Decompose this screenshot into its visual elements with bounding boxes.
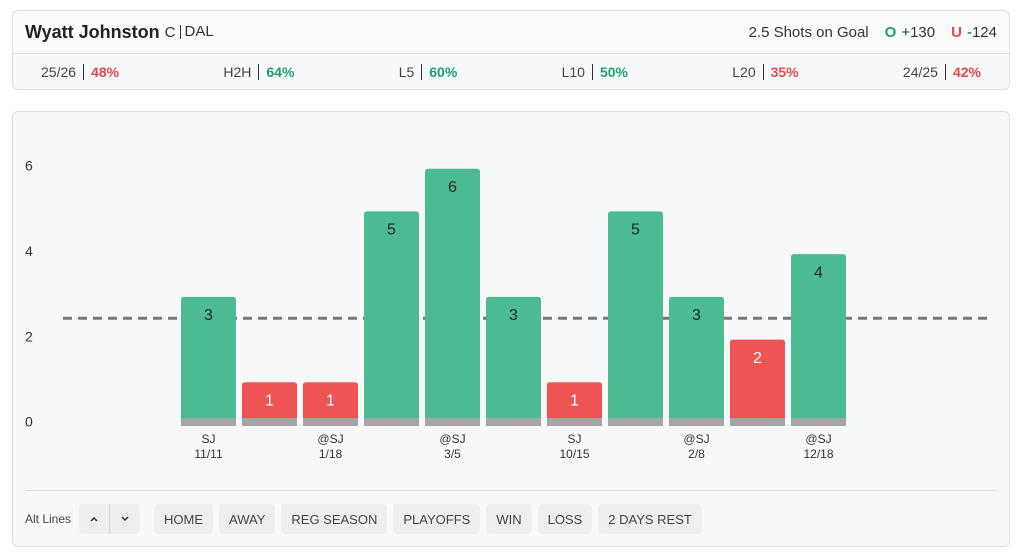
filter-button[interactable]: HOME [154, 504, 214, 534]
bar [486, 296, 541, 425]
stat-value: 48% [91, 64, 120, 80]
bar-base [303, 418, 358, 426]
value-label: 2 [753, 350, 762, 367]
bar-base [791, 418, 846, 426]
bar [181, 296, 236, 425]
value-label: 1 [570, 393, 579, 410]
x-tick-label: @SJ [805, 432, 831, 446]
chevron-up-icon [90, 516, 98, 522]
x-tick-date: 11/11 [194, 447, 223, 461]
under-odds[interactable]: -124 [966, 23, 997, 41]
bar-base [669, 418, 724, 426]
stat-label: L5 [399, 64, 423, 80]
bar [669, 296, 724, 425]
title-row: Wyatt Johnston C DAL 2.5 Shots on Goal O… [13, 11, 1009, 54]
team: DAL [179, 24, 214, 39]
player-name: Wyatt Johnston [25, 21, 160, 42]
bar [242, 382, 297, 425]
bar [425, 168, 480, 425]
value-label: 1 [326, 393, 335, 410]
filter-button[interactable]: AWAY [219, 504, 276, 534]
bar-base [730, 418, 785, 426]
value-label: 3 [692, 307, 701, 324]
bar-base [364, 418, 419, 426]
x-tick-date: 2/8 [688, 447, 705, 461]
position: C [164, 23, 176, 41]
prop-line: 2.5 Shots on Goal [748, 23, 869, 41]
x-tick-date: 12/18 [803, 447, 833, 461]
bar [608, 211, 663, 425]
value-label: 3 [204, 307, 213, 324]
x-tick-label: SJ [201, 432, 215, 446]
value-label: 3 [509, 307, 518, 324]
filter-button[interactable]: LOSS [537, 504, 593, 534]
over-odds[interactable]: +130 [901, 23, 936, 41]
bar [547, 382, 602, 425]
x-tick-date: 1/18 [319, 447, 343, 461]
x-tick-label: @SJ [317, 432, 343, 446]
x-tick-label: @SJ [439, 432, 465, 446]
stat: 24/25 42% [903, 64, 981, 80]
bar-base [486, 418, 541, 426]
filter-button[interactable]: PLAYOFFS [393, 504, 481, 534]
filters: HOME AWAY REG SEASON PLAYOFFS WIN LOSS 2 DAYS … [154, 504, 708, 534]
prop-header: Wyatt Johnston C DAL 2.5 Shots on Goal O… [12, 10, 1010, 90]
stat: H2H 64% [223, 64, 294, 80]
value-label: 5 [631, 222, 640, 239]
filter-button[interactable]: 2 DAYS REST [598, 504, 702, 534]
bar-base [425, 418, 480, 426]
stat-value: 35% [770, 64, 799, 80]
y-tick-label: 6 [25, 157, 33, 173]
filter-button[interactable]: WIN [486, 504, 532, 534]
bar-base [181, 418, 236, 426]
stat-label: H2H [223, 64, 260, 80]
stat: L20 35% [732, 64, 799, 80]
stat: 25/26 48% [41, 64, 119, 80]
stat: L5 60% [399, 64, 458, 80]
alt-lines-label: Alt Lines [25, 512, 72, 526]
chart-card: 0 2 4 6 3 SJ 11/11 1 1 @SJ 1/18 5 6 @SJ 3/5 3 1 SJ 10/15 5 3… [12, 111, 1010, 547]
y-tick-label: 0 [25, 414, 33, 430]
y-tick-label: 4 [25, 243, 33, 259]
stats-row: 25/26 48% H2H 64% L5 60% L10 50% L20 35% 24/25 42% [41, 61, 981, 83]
alt-line-down[interactable] [110, 504, 141, 534]
stat-value: 60% [429, 64, 458, 80]
stat-label: L10 [562, 64, 593, 80]
over-label: O [884, 23, 897, 41]
bar [364, 211, 419, 425]
bar [730, 339, 785, 425]
value-label: 6 [448, 179, 457, 196]
filter-button[interactable]: REG SEASON [281, 504, 388, 534]
x-tick-date: 3/5 [444, 447, 461, 461]
value-label: 4 [814, 264, 823, 281]
prop: 2.5 Shots on Goal O +130 U -124 [749, 24, 997, 41]
stat-value: 50% [599, 64, 628, 80]
x-tick-label: SJ [567, 432, 581, 446]
alt-line-up[interactable] [79, 504, 111, 534]
value-label: 1 [265, 393, 274, 410]
stat: L10 50% [562, 64, 628, 80]
x-tick-date: 10/15 [559, 447, 589, 461]
stat-label: 24/25 [903, 64, 946, 80]
chevron-down-icon [121, 516, 129, 522]
bar [791, 254, 846, 425]
bar-base [547, 418, 602, 426]
bar-base [242, 418, 297, 426]
x-tick-label: @SJ [683, 432, 709, 446]
filter-bar: Alt Lines HOME AWAY REG SEASON PLAYOFFS WIN L… [25, 490, 997, 547]
stat-label: 25/26 [41, 64, 85, 80]
bar [303, 382, 358, 425]
stat-value: 42% [952, 64, 981, 80]
under-label: U [951, 23, 962, 41]
value-label: 5 [387, 222, 396, 239]
stat-label: L20 [732, 64, 764, 80]
stat-value: 64% [266, 64, 295, 80]
y-tick-label: 2 [25, 328, 33, 344]
bar-base [608, 418, 663, 426]
